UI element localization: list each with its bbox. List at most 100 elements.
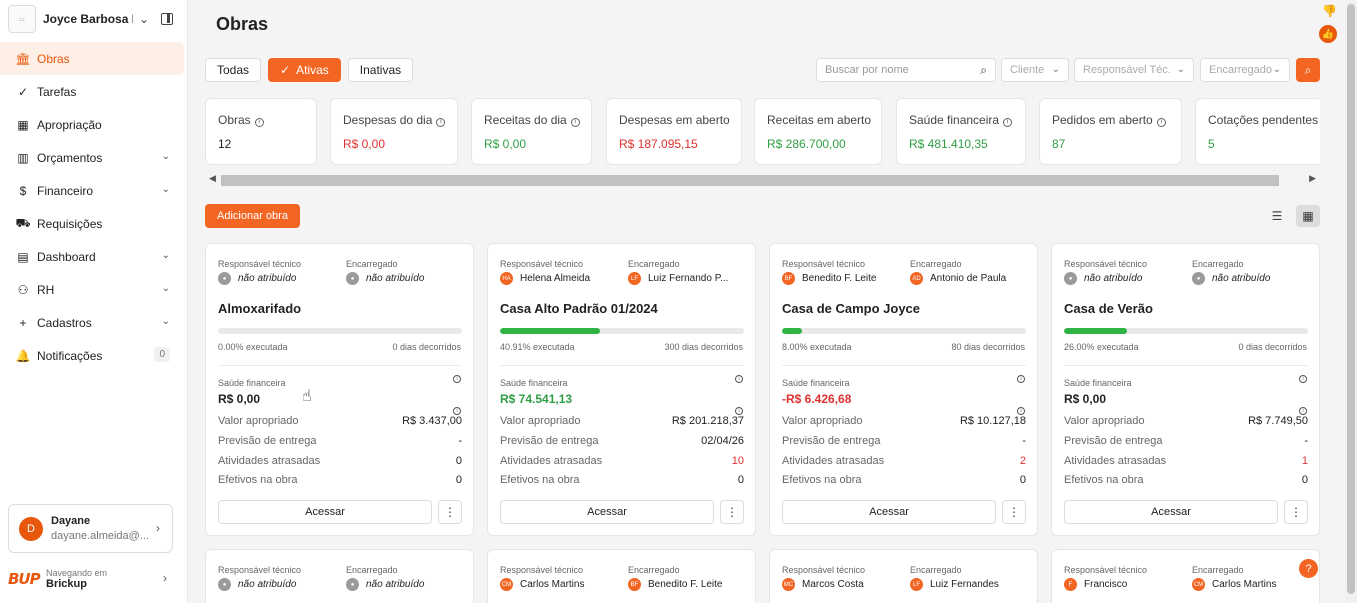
sidebar-toggle-icon[interactable] [161,13,174,25]
chevron-down-icon[interactable]: ⌄ [139,12,150,26]
sidebar-item-orcamentos[interactable]: ▥ Orçamentos ⌄ [0,141,184,174]
more-options-icon[interactable]: ⋮ [1284,500,1308,524]
chevron-right-icon: › [163,571,167,585]
help-icon[interactable]: ? [1299,559,1318,578]
row-value: - [1304,435,1308,447]
org-switcher[interactable]: ▭ Joyce Barbosa E... ⌄ [8,5,184,33]
thumbs-up-icon[interactable]: 👍 [1319,25,1337,43]
scroll-right-icon[interactable]: ▶ [1309,173,1316,183]
status-filters: Todas ✓ Ativas Inativas [205,58,414,82]
more-options-icon[interactable]: ⋮ [438,500,462,524]
sidebar-item-label: Dashboard [37,249,96,264]
access-button[interactable]: Acessar [1064,500,1278,524]
filter-active-button[interactable]: ✓ Ativas [268,58,341,82]
avatar: D [19,516,43,541]
manager-label: Encarregado [910,565,962,575]
search-button[interactable]: ⌕ [1296,58,1320,82]
user-menu[interactable]: D Dayane dayane.almeida@... › [8,504,173,553]
access-button[interactable]: Acessar [782,500,996,524]
search-input[interactable]: Buscar por nome ⌕ [816,58,996,82]
info-icon[interactable]: i [453,407,461,415]
execution-percent: 0.00% executada [218,342,288,352]
sidebar-item-dashboard[interactable]: ▤ Dashboard ⌄ [0,240,184,273]
info-icon[interactable]: i [1003,118,1013,127]
info-icon[interactable]: i [1156,118,1166,127]
brickup-logo: BUP [8,570,41,588]
info-icon[interactable]: i [735,407,743,415]
kpi-label: Saúde financeira i [909,113,1025,127]
sidebar-item-financeiro[interactable]: $ Financeiro ⌄ [0,174,184,207]
info-icon[interactable]: i [570,118,580,127]
sidebar-item-obras[interactable]: 🏛 Obras [0,42,184,75]
health-label: Saúde financeira [1064,378,1132,388]
kpi-value: 12 [218,137,232,151]
obra-card: Responsável técnico Encarregado ● não atrib… [1051,243,1320,536]
list-view-icon[interactable]: ☰ [1271,209,1283,223]
info-icon[interactable]: i [1017,407,1025,415]
person: HA Helena Almeida [500,272,590,285]
sidebar-item-requisicoes[interactable]: ⛟ Requisições [0,207,184,240]
card-title[interactable]: Casa de Verão [1064,301,1153,316]
chevron-down-icon[interactable]: ⌄ [161,283,170,294]
chevron-down-icon[interactable]: ⌄ [161,184,170,195]
progress-bar [500,328,744,334]
sidebar-item-notificacoes[interactable]: 🔔 Notificações 0 [0,339,184,372]
kpi-label: Despesas em aberto [619,113,730,127]
sidebar-item-apropriacao[interactable]: ▦ Apropriação [0,108,184,141]
card-title[interactable]: Casa Alto Padrão 01/2024 [500,301,658,316]
info-icon[interactable]: i [254,118,264,127]
info-icon[interactable]: i [735,375,743,383]
card-title[interactable]: Almoxarifado [218,301,302,316]
scroll-left-icon[interactable]: ◀ [209,173,216,183]
info-icon[interactable]: i [1299,407,1307,415]
card-title[interactable]: Casa de Campo Joyce [782,301,921,316]
info-icon[interactable]: i [453,375,461,383]
kpi-card: Saúde financeira i R$ 481.410,35 [896,98,1026,165]
info-icon[interactable]: i [1017,375,1025,383]
person-name: não atribuído [238,579,297,590]
sidebar-item-cadastros[interactable]: + Cadastros ⌄ [0,306,184,339]
tech-select[interactable]: Responsável Téc. ⌄ [1074,58,1194,82]
manager-select[interactable]: Encarregado ⌄ [1200,58,1290,82]
health-label: Saúde financeira [500,378,568,388]
more-options-icon[interactable]: ⋮ [720,500,744,524]
scrollbar-thumb[interactable] [221,175,1279,186]
client-select[interactable]: Cliente ⌄ [1001,58,1069,82]
delayed-row: Atividades atrasadas 0 [218,455,462,467]
workspace-switcher[interactable]: BUP Navegando em Brickup › [8,565,173,593]
row-label: Efetivos na obra [1064,474,1144,486]
health-value: R$ 0,00 [1064,392,1107,406]
sidebar-item-tarefas[interactable]: ✓ Tarefas [0,75,184,108]
avatar: CM [1192,578,1205,591]
appropriated-row: Valor apropriado R$ 7.749,50 [1064,415,1308,427]
chevron-down-icon[interactable]: ⌄ [161,151,170,162]
filter-all-button[interactable]: Todas [205,58,262,82]
avatar: ● [346,272,359,285]
person-name: Carlos Martins [1212,579,1277,590]
row-value: 02/04/26 [701,435,744,447]
person-name: Marcos Costa [802,579,864,590]
info-icon[interactable]: i [436,118,446,127]
obra-card: Responsável técnico Encarregado ● não atrib… [205,243,474,536]
progress-fill [1064,328,1128,334]
sidebar-item-label: Cadastros [37,315,92,330]
kpi-scrollbar[interactable]: ◀ ▶ [205,173,1320,187]
scrollbar-thumb[interactable] [1347,4,1355,594]
delayed-row: Atividades atrasadas 2 [782,455,1026,467]
staff-row: Efetivos na obra 0 [1064,474,1308,486]
page-scrollbar[interactable] [1345,0,1357,603]
filter-inactive-button[interactable]: Inativas [347,58,414,82]
info-icon[interactable]: i [1299,375,1307,383]
chevron-down-icon[interactable]: ⌄ [161,316,170,327]
access-button[interactable]: Acessar [218,500,432,524]
access-button[interactable]: Acessar [500,500,714,524]
row-value: 10 [731,455,744,467]
sidebar-item-rh[interactable]: ⚇ RH ⌄ [0,273,184,306]
tech-label: Responsável técnico [782,565,866,575]
row-label: Previsão de entrega [500,435,599,447]
chevron-down-icon[interactable]: ⌄ [161,250,170,261]
grid-view-icon[interactable]: ▦ [1296,205,1320,227]
more-options-icon[interactable]: ⋮ [1002,500,1026,524]
feedback-icon[interactable]: 👎 [1322,4,1337,18]
add-obra-button[interactable]: Adicionar obra [205,204,300,228]
